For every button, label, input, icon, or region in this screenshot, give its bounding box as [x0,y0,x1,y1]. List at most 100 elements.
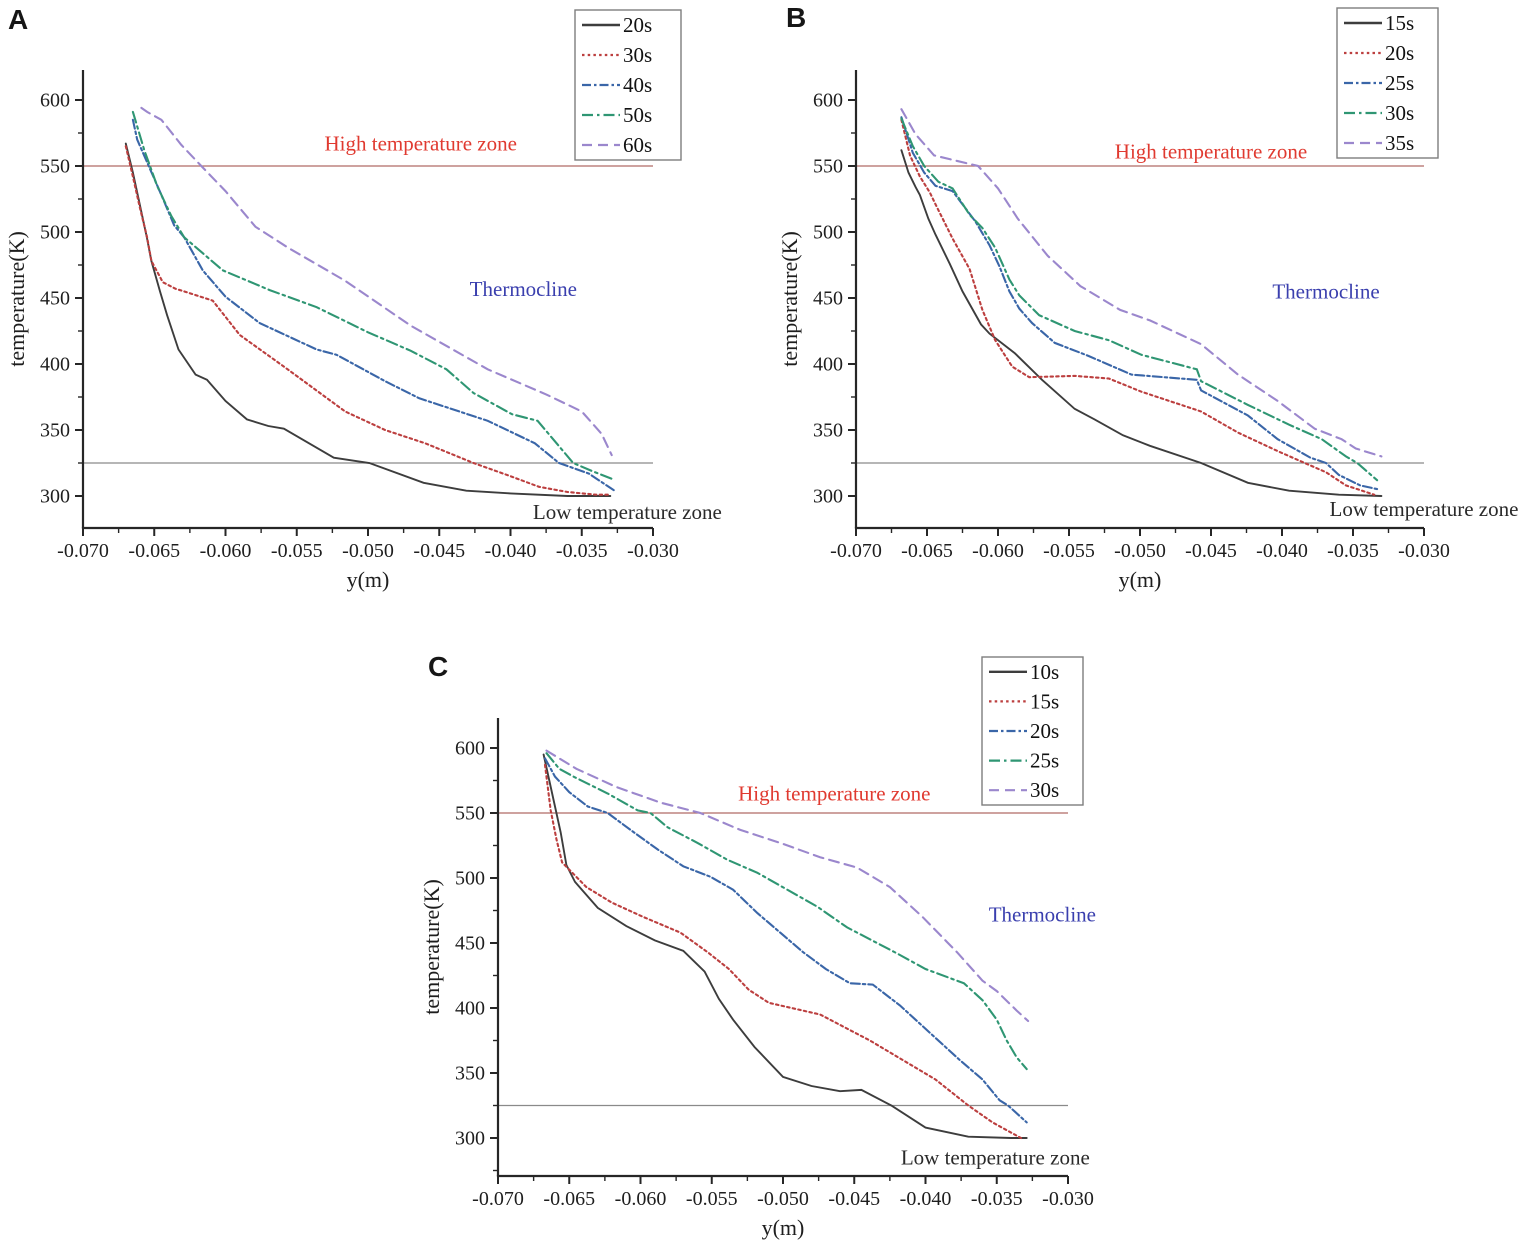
legend-label-35s: 35s [1385,131,1414,155]
x-tick-label: -0.060 [972,540,1024,562]
series-line-10s [542,753,1028,1139]
y-tick-label: 400 [40,354,70,376]
y-tick-label: 300 [455,1128,485,1150]
legend-label-20s: 20s [1385,41,1414,65]
y-tick-label: 550 [455,803,485,825]
series-line-30s [545,749,1030,1023]
series-line-60s [140,106,613,457]
x-tick-label: -0.065 [128,540,180,562]
series-line-30s [900,117,1379,482]
legend-label-25s: 25s [1030,749,1059,773]
series-line-15s [543,763,1023,1140]
legend: 15s 20s 25s 30s 35s [1336,7,1439,159]
x-tick-label: -0.035 [1327,540,1379,562]
y-axis-title: temperature(K) [419,879,444,1015]
series-line-15s [900,149,1383,497]
series-line-35s [900,108,1383,458]
y-tick-label: 550 [40,156,70,178]
x-axis-title: y(m) [762,1215,805,1240]
annotation-low-temperature-zone: Low temperature zone [1330,497,1519,521]
x-tick-label: -0.035 [971,1188,1023,1210]
y-tick-label: 550 [813,156,843,178]
y-tick-label: 600 [455,738,485,760]
annotation-low-temperature-zone: Low temperature zone [533,500,722,524]
annotation-thermocline: Thermocline [470,277,577,301]
annotation-high-temperature-zone: High temperature zone [325,132,517,156]
x-tick-label: -0.045 [1185,540,1237,562]
y-tick-label: 450 [455,933,485,955]
panel-c-label: C [428,651,449,682]
y-tick-label: 350 [40,420,70,442]
legend-label-30s: 30s [623,43,652,67]
legend-box [981,656,1084,806]
y-tick-label: 300 [40,486,70,508]
x-tick-label: -0.055 [1043,540,1095,562]
x-tick-label: -0.060 [200,540,252,562]
legend-label-40s: 40s [623,73,652,97]
y-tick-label: 500 [455,868,485,890]
legend-label-25s: 25s [1385,71,1414,95]
panel-a-label: A [8,4,29,35]
x-tick-label: -0.040 [900,1188,952,1210]
x-tick-label: -0.055 [271,540,323,562]
legend-label-20s: 20s [623,13,652,37]
legend-label-30s: 30s [1030,778,1059,802]
annotation-high-temperature-zone: High temperature zone [1115,139,1307,163]
y-tick-label: 400 [455,998,485,1020]
y-tick-label: 350 [455,1063,485,1085]
x-tick-label: -0.065 [901,540,953,562]
y-tick-label: 300 [813,486,843,508]
legend-box [574,9,682,161]
annotation-thermocline: Thermocline [1272,279,1379,303]
series-line-25s [545,752,1028,1071]
legend-label-15s: 15s [1030,689,1059,713]
series-line-30s [124,145,612,496]
legend: 20s 30s 40s 50s 60s [574,9,682,161]
x-tick-label: -0.045 [828,1188,880,1210]
x-tick-label: -0.040 [485,540,537,562]
x-tick-label: -0.070 [830,540,882,562]
x-tick-label: -0.030 [627,540,679,562]
x-tick-label: -0.065 [543,1188,595,1210]
y-axis-title: temperature(K) [777,231,802,367]
legend: 10s 15s 20s 25s 30s [981,656,1084,806]
annotation-thermocline: Thermocline [989,902,1096,926]
x-tick-label: -0.070 [472,1188,524,1210]
x-tick-label: -0.060 [615,1188,667,1210]
x-axis-title: y(m) [1119,567,1162,592]
legend-label-60s: 60s [623,133,652,157]
x-tick-label: -0.045 [413,540,465,562]
legend-label-50s: 50s [623,103,652,127]
x-tick-label: -0.035 [556,540,608,562]
legend-label-10s: 10s [1030,660,1059,684]
x-tick-label: -0.050 [1114,540,1166,562]
annotation-low-temperature-zone: Low temperature zone [901,1146,1090,1170]
legend-label-30s: 30s [1385,101,1414,125]
x-tick-label: -0.070 [57,540,109,562]
x-tick-label: -0.030 [1398,540,1450,562]
x-tick-label: -0.040 [1256,540,1308,562]
y-tick-label: 500 [40,222,70,244]
series-line-20s [543,757,1028,1124]
series-line-20s [124,142,612,497]
x-axis-title: y(m) [347,567,390,592]
legend-label-15s: 15s [1385,11,1414,35]
legend-label-20s: 20s [1030,719,1059,743]
series-line-25s [900,116,1380,491]
x-tick-label: -0.050 [342,540,394,562]
panel-C: 300 350 400 450 500 550 600 -0.070 -0.065 -0.060 -… [419,656,1096,1240]
legend-box [1336,7,1439,159]
y-axis-title: temperature(K) [4,231,29,367]
annotation-high-temperature-zone: High temperature zone [738,782,930,806]
series-line-50s [131,110,613,480]
y-tick-label: 600 [813,90,843,112]
x-tick-label: -0.030 [1042,1188,1094,1210]
y-tick-label: 600 [40,90,70,112]
x-tick-label: -0.050 [757,1188,809,1210]
y-tick-label: 450 [813,288,843,310]
panel-b-label: B [786,2,807,33]
